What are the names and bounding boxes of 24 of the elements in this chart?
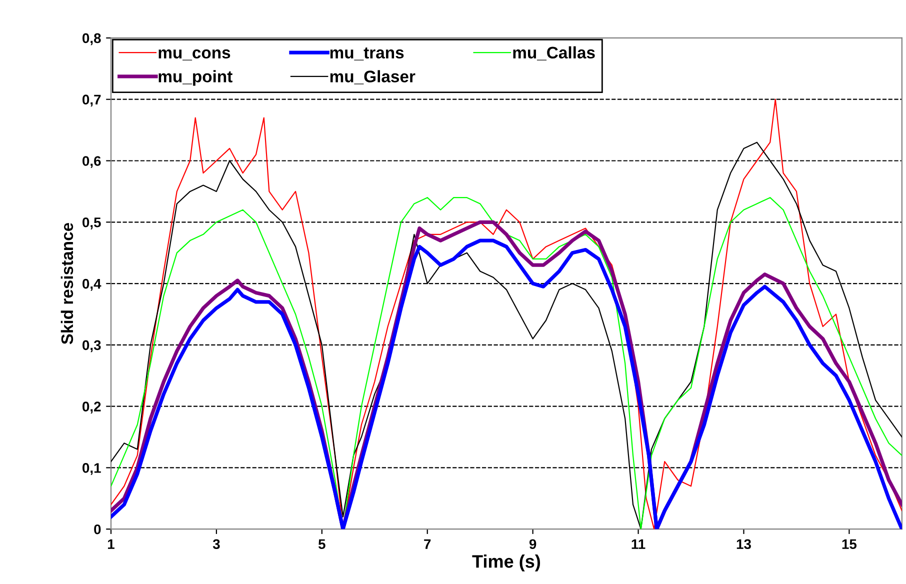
legend-label: mu_point <box>158 70 232 86</box>
y-axis-title: Skid resistance <box>60 222 74 344</box>
y-tick-label: 0,1 <box>82 463 101 475</box>
y-tick-label: 0,3 <box>82 340 101 352</box>
legend-label: mu_Glaser <box>330 70 416 84</box>
legend-label: mu_trans <box>330 48 404 60</box>
x-tick-label: 3 <box>212 539 220 550</box>
y-tick-label: 0 <box>94 524 101 534</box>
y-tick-label: 0,6 <box>82 156 101 168</box>
x-tick-label: 13 <box>736 539 751 550</box>
legend-label: mu_Callas <box>513 46 595 60</box>
x-tick-label: 1 <box>108 539 114 549</box>
y-tick-label: 0,8 <box>82 33 101 46</box>
x-tick-label: 5 <box>318 539 326 550</box>
x-tick-label: 7 <box>424 539 431 549</box>
legend-label: mu_cons <box>158 49 230 60</box>
x-tick-label: 9 <box>529 539 536 550</box>
x-axis-title: Time (s) <box>472 554 540 572</box>
x-tick-label: 11 <box>632 539 646 549</box>
x-tick-label: 15 <box>842 539 857 550</box>
y-tick-label: 0,7 <box>82 94 101 107</box>
y-tick-label: 0,5 <box>82 217 101 230</box>
y-tick-label: 0,4 <box>82 278 102 291</box>
y-tick-label: 0,2 <box>82 402 101 414</box>
